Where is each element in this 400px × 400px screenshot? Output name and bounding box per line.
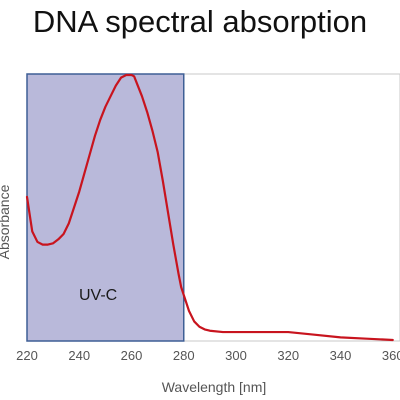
x-tick-label: 280 <box>173 348 195 363</box>
x-tick-label: 220 <box>16 348 38 363</box>
absorption-curve <box>25 73 394 342</box>
region-label: UV-C <box>79 287 117 304</box>
x-tick-label: 300 <box>225 348 247 363</box>
x-axis-label: Wavelength [nm] <box>162 379 267 395</box>
chart-title: DNA spectral absorption <box>32 4 368 39</box>
x-ticks: 220 240 260 280 300 320 340 360 <box>16 348 400 363</box>
x-tick-label: 360 <box>382 348 400 363</box>
x-tick-label: 320 <box>277 348 299 363</box>
x-tick-label: 240 <box>68 348 90 363</box>
regions-layer: UV-C <box>26 73 185 342</box>
x-tick-label: 340 <box>330 348 352 363</box>
y-axis-label: Absorbance <box>0 184 12 259</box>
series-layer <box>25 73 394 342</box>
x-tick-label: 260 <box>121 348 143 363</box>
uv-c-region <box>26 73 185 342</box>
